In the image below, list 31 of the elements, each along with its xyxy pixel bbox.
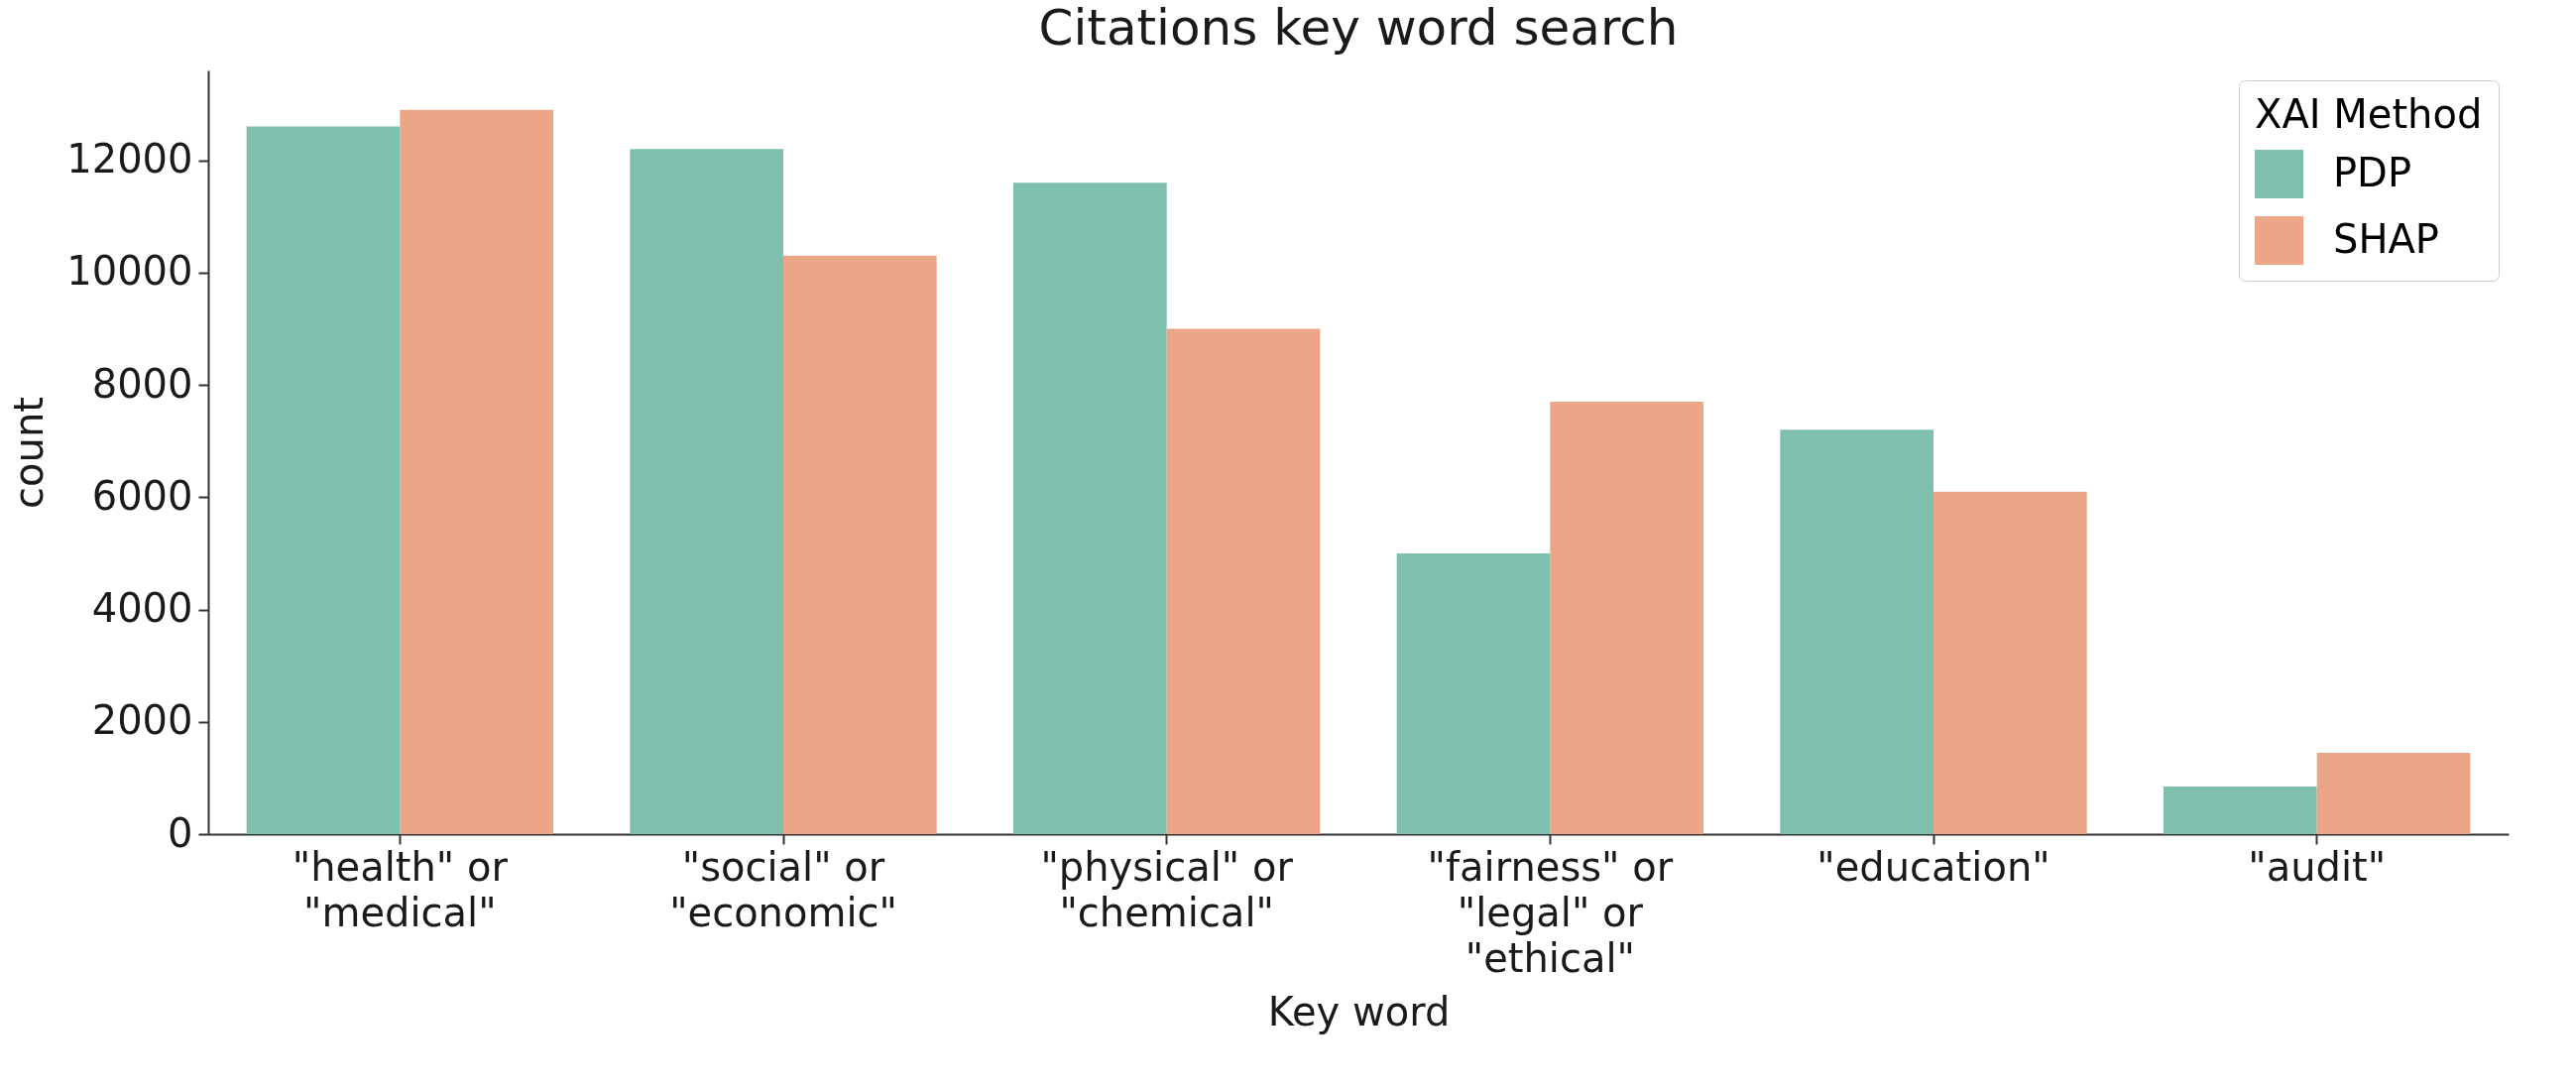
bar — [1013, 182, 1167, 834]
x-axis-title: Key word — [1267, 988, 1451, 1034]
y-tick-label: 10000 — [66, 248, 193, 295]
chart-title: Citations key word search — [1038, 0, 1679, 57]
x-tick-label: "audit" — [2248, 843, 2387, 890]
bar — [783, 255, 937, 834]
legend-label: PDP — [2333, 149, 2412, 195]
bar — [1166, 328, 1321, 834]
y-tick-label: 8000 — [91, 360, 193, 407]
y-tick-label: 6000 — [91, 472, 193, 519]
legend-title: XAI Method — [2255, 91, 2483, 137]
bar — [630, 149, 783, 834]
y-tick-label: 0 — [168, 809, 193, 856]
y-tick-label: 12000 — [66, 136, 193, 182]
y-tick-label: 4000 — [91, 585, 193, 632]
bar — [1550, 402, 1703, 834]
bar — [1396, 552, 1551, 834]
bar — [2164, 786, 2317, 834]
y-axis-title: count — [6, 397, 53, 509]
y-tick-label: 2000 — [91, 697, 193, 744]
bar — [246, 126, 401, 834]
bar — [1933, 491, 2087, 834]
bar — [1780, 429, 1933, 834]
x-tick-label: "social" or "economic" — [669, 843, 897, 935]
x-tick-label: "education" — [1816, 843, 2050, 890]
x-tick-label: "fairness" or "legal" or "ethical" — [1427, 843, 1674, 981]
bar — [400, 109, 553, 834]
legend-label: SHAP — [2333, 215, 2439, 262]
x-tick-label: "health" or "medical" — [292, 843, 509, 935]
bar — [2316, 752, 2471, 834]
x-tick-label: "physical" or "chemical" — [1040, 843, 1294, 935]
